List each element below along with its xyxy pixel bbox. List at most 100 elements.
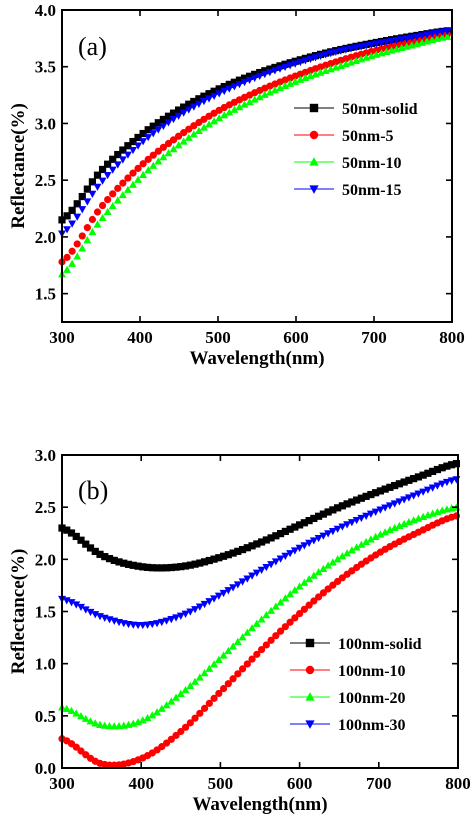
series-marker-50nm-15	[428, 30, 437, 38]
series-marker-50nm-15	[352, 44, 361, 52]
series-marker-100nm-solid	[386, 483, 394, 491]
series-marker-50nm-15	[336, 47, 345, 55]
series-marker-50nm-15	[205, 95, 213, 103]
series-marker-100nm-solid	[324, 508, 332, 516]
series-marker-50nm-10	[225, 108, 234, 116]
y-tick-label: 2.0	[35, 550, 56, 569]
series-marker-100nm-solid	[105, 555, 114, 563]
y-tick-label: 3.0	[35, 446, 56, 465]
series-marker-100nm-solid	[181, 562, 190, 570]
series-marker-100nm-30	[343, 521, 352, 529]
series-marker-100nm-solid	[120, 559, 128, 567]
legend-label: 100nm-solid	[338, 636, 422, 653]
series-marker-50nm-15	[250, 74, 259, 83]
series-marker-50nm-15	[407, 34, 416, 42]
series-marker-100nm-solid	[343, 500, 351, 508]
series-marker-50nm-solid	[88, 178, 97, 186]
series-marker-50nm-5	[68, 247, 76, 255]
series-marker-100nm-30	[409, 492, 418, 500]
series-marker-50nm-solid	[154, 119, 162, 127]
series-marker-100nm-30	[400, 496, 409, 504]
series-marker-100nm-30	[319, 532, 328, 540]
series-marker-100nm-solid	[219, 552, 228, 560]
series-marker-100nm-10	[267, 636, 275, 644]
series-marker-50nm-10	[78, 244, 87, 252]
series-marker-50nm-solid	[210, 87, 218, 95]
series-marker-50nm-5	[144, 155, 152, 163]
series-marker-50nm-solid	[98, 165, 107, 174]
series-marker-100nm-solid	[429, 467, 437, 475]
series-marker-100nm-20	[72, 709, 81, 717]
series-marker-100nm-20	[134, 718, 142, 726]
series-marker-100nm-solid	[310, 514, 318, 523]
series-marker-50nm-5	[134, 164, 142, 172]
series-marker-100nm-20	[347, 546, 356, 554]
series-marker-50nm-solid	[195, 95, 203, 103]
series-marker-50nm-5	[93, 208, 102, 216]
x-tick-label: 800	[439, 328, 465, 347]
series-marker-100nm-30	[243, 575, 252, 583]
series-marker-50nm-10	[245, 97, 254, 106]
series-marker-100nm-10	[205, 699, 213, 707]
series-marker-100nm-solid	[72, 532, 80, 541]
series-marker-50nm-solid	[190, 97, 198, 106]
series-marker-100nm-20	[381, 528, 390, 536]
series-marker-100nm-20	[233, 637, 242, 645]
series-marker-50nm-5	[104, 195, 112, 204]
series-marker-100nm-20	[324, 561, 333, 569]
series-marker-50nm-15	[154, 126, 163, 134]
series-marker-100nm-20	[300, 578, 309, 586]
series-marker-50nm-10	[250, 95, 259, 103]
series-marker-100nm-10	[172, 731, 180, 740]
series-marker-50nm-solid	[261, 67, 269, 75]
series-marker-50nm-10	[286, 79, 295, 87]
series-marker-50nm-15	[149, 130, 158, 138]
series-marker-100nm-20	[390, 523, 399, 532]
series-marker-50nm-15	[362, 42, 371, 50]
series-marker-100nm-solid	[448, 461, 456, 469]
series-marker-50nm-15	[443, 27, 452, 36]
series-marker-100nm-solid	[300, 519, 308, 527]
series-marker-100nm-solid	[362, 492, 370, 500]
series-marker-50nm-10	[154, 157, 163, 165]
series-marker-100nm-30	[390, 500, 399, 508]
series-marker-100nm-solid	[205, 556, 213, 565]
series-marker-100nm-30	[195, 603, 204, 611]
series-marker-100nm-20	[229, 642, 238, 650]
series-marker-50nm-15	[164, 119, 173, 127]
series-marker-50nm-10	[134, 175, 143, 183]
series-marker-100nm-20	[238, 633, 247, 641]
series-marker-100nm-solid	[433, 465, 442, 474]
series-marker-50nm-10	[144, 166, 153, 174]
series-marker-100nm-solid	[286, 525, 294, 533]
x-tick-label: 300	[49, 328, 75, 347]
series-marker-100nm-20	[143, 713, 152, 722]
x-tick-label: 300	[49, 774, 75, 793]
series-marker-100nm-30	[229, 584, 238, 592]
series-marker-50nm-15	[321, 51, 330, 59]
series-marker-100nm-30	[324, 530, 333, 538]
legend-marker	[305, 665, 315, 675]
series-marker-50nm-5	[63, 253, 71, 261]
series-marker-100nm-20	[305, 575, 314, 583]
series-marker-100nm-20	[252, 619, 261, 627]
series-marker-50nm-5	[154, 147, 162, 155]
series-marker-100nm-solid	[253, 540, 261, 548]
series-marker-100nm-30	[328, 527, 337, 536]
y-tick-label: 1.5	[35, 285, 56, 304]
series-marker-50nm-10	[169, 145, 178, 153]
series-marker-100nm-20	[295, 582, 304, 590]
series-marker-50nm-solid	[169, 109, 178, 117]
series-marker-50nm-15	[68, 220, 77, 228]
series-marker-50nm-15	[392, 36, 401, 45]
x-tick-label: 800	[445, 774, 471, 793]
series-marker-100nm-10	[281, 623, 289, 631]
series-marker-50nm-solid	[63, 212, 71, 220]
series-marker-50nm-solid	[109, 155, 117, 163]
legend-marker	[305, 720, 315, 729]
series-marker-100nm-solid	[353, 496, 361, 504]
series-marker-50nm-15	[103, 171, 112, 180]
series-marker-100nm-20	[167, 697, 176, 705]
series-marker-100nm-30	[447, 477, 456, 485]
series-marker-50nm-10	[139, 170, 148, 179]
